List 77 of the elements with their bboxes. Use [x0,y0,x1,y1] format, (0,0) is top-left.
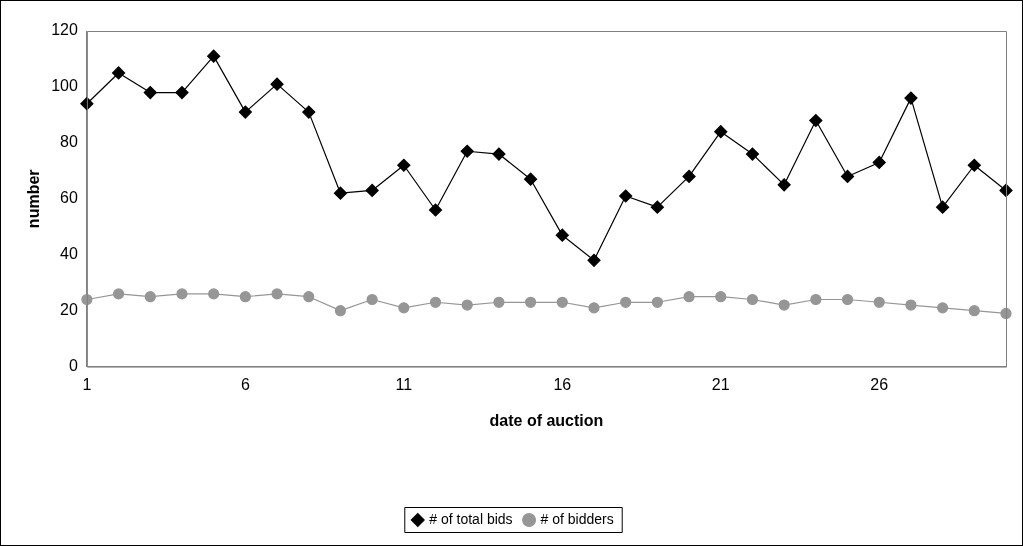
point [302,105,316,119]
point [555,228,569,242]
point [398,302,410,314]
point [525,296,537,308]
point [715,291,727,303]
point [620,296,632,308]
point [334,305,347,317]
point [872,155,886,170]
y-tick-label: 40 [60,245,78,263]
point [905,299,917,311]
point [270,77,284,91]
x-tick-label: 21 [711,375,730,393]
point [333,186,348,200]
point [175,85,189,100]
point [683,291,695,303]
point [303,291,315,303]
point [999,183,1013,198]
point [207,49,221,63]
point [492,147,506,161]
x-tick-label: 16 [553,375,572,393]
x-tick-label: 26 [870,375,889,393]
point [968,305,980,317]
point [524,172,538,186]
point [143,85,157,100]
point [461,299,473,311]
y-axis-title: number [25,169,43,229]
y-tick-label: 60 [60,189,78,207]
point [238,105,252,119]
point [904,91,918,105]
point [651,296,663,308]
point [588,302,600,314]
point [111,66,126,80]
point [809,113,823,128]
point [777,178,791,192]
point [460,144,474,158]
point [556,296,568,308]
point [619,189,633,203]
point [937,302,949,314]
point [493,296,505,308]
y-tick-label: 100 [51,77,78,95]
x-tick-label: 6 [240,375,250,393]
point [176,288,188,300]
point [428,203,443,217]
point [80,97,94,111]
point [967,158,981,172]
point [429,296,442,308]
y-tick-label: 120 [51,21,78,39]
point [714,125,728,139]
point [112,288,125,300]
point [365,183,379,198]
point [936,200,950,214]
point [366,293,378,306]
x-tick-label: 11 [395,375,413,393]
x-axis-title: date of auction [489,411,604,429]
point [208,288,220,300]
point [144,291,156,303]
point [271,288,283,300]
x-tick-label: 1 [82,375,92,393]
point [778,299,790,311]
legend-label: # of bidders [540,510,614,527]
point [682,169,696,184]
y-tick-label: 20 [60,301,78,319]
point [239,291,251,303]
point [650,200,664,214]
point [81,293,93,306]
y-tick-label: 0 [68,357,78,375]
point [397,158,411,172]
point [841,293,854,306]
point [810,293,822,306]
point [587,253,601,267]
point [746,293,759,306]
point [745,147,760,161]
legend-label: # of total bids [429,510,513,527]
point [873,296,885,308]
point [840,169,855,184]
y-tick-label: 80 [60,133,78,151]
point [1000,307,1012,320]
